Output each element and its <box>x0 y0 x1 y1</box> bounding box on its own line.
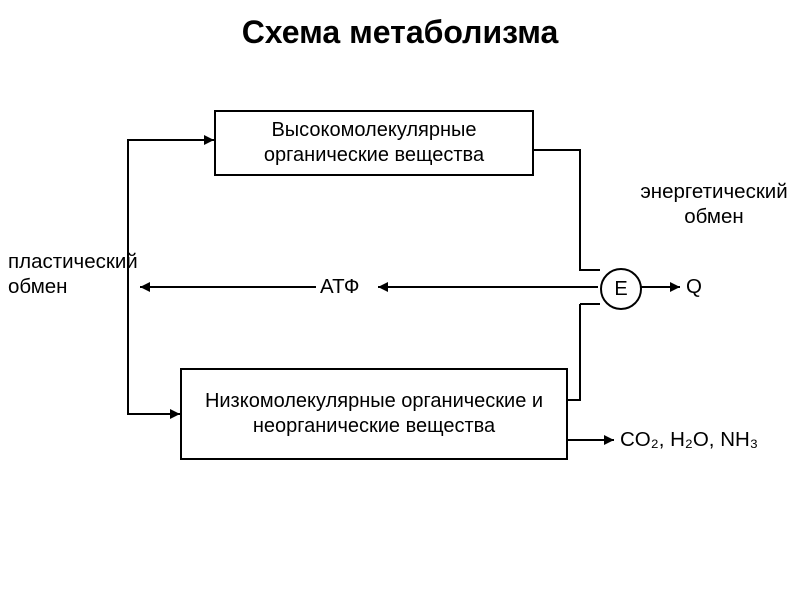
connectors-layer <box>0 0 800 600</box>
diagram-stage: Схема метаболизма Высокомолекулярные орг… <box>0 0 800 600</box>
